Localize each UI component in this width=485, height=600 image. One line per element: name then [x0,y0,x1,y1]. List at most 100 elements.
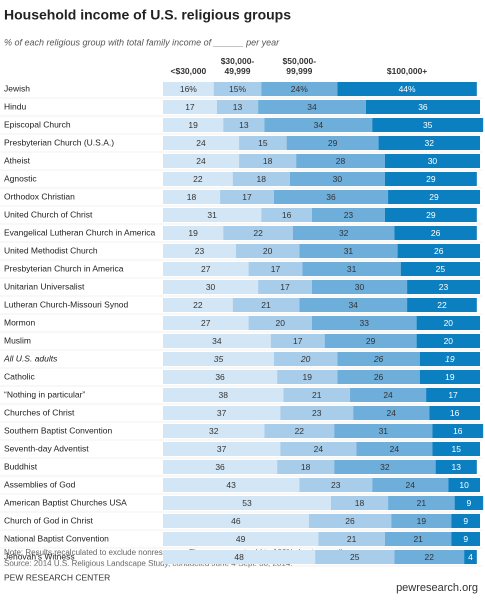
value-label: 28 [336,156,346,166]
bar-segment [391,514,452,528]
bar-segment [163,190,221,204]
bar-segment [356,442,433,456]
value-label: 49 [236,534,246,544]
bar-segment [365,100,480,114]
value-label: 19 [445,354,455,364]
bar-segment [163,226,224,240]
value-label: 16 [450,408,460,418]
value-label: 30 [428,156,438,166]
bar-segment [163,550,316,564]
category-label: Jewish [4,83,30,93]
bar-segment [258,280,312,294]
bar-segment [407,298,477,312]
category-label: Lutheran Church-Missouri Synod [4,299,129,309]
bar-segment [163,514,309,528]
value-label: 36 [418,102,428,112]
value-label: 30 [355,282,365,292]
bar-segment [302,262,401,276]
bar-segment [273,190,389,204]
bar-segment [448,478,480,492]
category-label: United Church of Christ [4,209,93,219]
credit: PEW RESEARCH CENTER [4,572,110,582]
bar-segment [350,388,427,402]
bar-segment [163,532,319,546]
category-label: Seventh-day Adventist [4,443,89,453]
category-label: Church of God in Christ [4,515,93,525]
value-label: 30 [333,174,343,184]
bar-segment [239,136,287,150]
bar-segment [220,190,274,204]
value-label: 23 [195,246,205,256]
value-label: 37 [217,444,227,454]
chart-subtitle: % of each religious group with total fam… [4,37,280,47]
bar-segment [308,514,392,528]
bar-segment [454,496,484,510]
bar-segment [163,478,300,492]
legend-header: $100,000+ [386,66,428,76]
value-label: 48 [234,552,244,562]
value-label: 24 [196,156,206,166]
bar-segment [213,82,262,96]
value-label: 20 [263,246,273,256]
category-label: Hindu [4,101,26,111]
value-label: 19 [188,120,198,130]
category-label: Mormon [4,317,35,327]
bar-segment [163,388,284,402]
bar-segment [311,208,385,222]
bar-segment [280,406,354,420]
value-label: 36 [215,372,225,382]
value-label: 4 [468,552,473,562]
bar-segment [311,280,408,294]
value-label: 22 [437,300,447,310]
bar-segment [464,550,477,564]
bar-segment [337,82,477,96]
value-label: 26 [374,372,384,382]
bar-segment [388,190,480,204]
bar-segment [334,460,436,474]
bar-segment [394,226,477,240]
bar-segment [400,262,480,276]
value-label: 18 [257,174,267,184]
bar-segment [163,136,240,150]
bar-segment [264,118,373,132]
bar-segment [384,532,452,546]
value-label: 34 [212,336,222,346]
value-label: 26 [431,228,441,238]
bar-segment [163,208,262,222]
bar-segment [163,352,274,366]
legend-header: <$30,000 [170,66,207,76]
value-label: 17 [185,102,195,112]
value-label: 19 [188,228,198,238]
value-label: 26 [434,246,444,256]
bar-segment [270,334,325,348]
category-label: Catholic [4,371,35,381]
value-label: 30 [206,282,216,292]
value-label: 22 [295,426,305,436]
value-label: 15% [229,84,246,94]
bar-segment [216,100,259,114]
category-label: Jehovah's Witness [4,551,75,561]
category-label: Presbyterian Church (U.S.A.) [4,137,114,147]
bar-segment [264,424,335,438]
bar-segment [432,442,480,456]
value-label: 31 [207,210,217,220]
value-label: 32 [339,228,349,238]
bar-segment [394,550,465,564]
value-label: 19 [445,372,455,382]
value-label: 25 [436,264,446,274]
category-label: Evangelical Lutheran Church in America [4,227,155,237]
value-label: 32 [380,462,390,472]
category-label: Agnostic [4,173,37,183]
value-label: 15 [258,138,268,148]
value-label: 36 [215,462,225,472]
value-label: 18 [301,462,311,472]
bar-segment [353,406,430,420]
bar-segment [248,316,312,330]
bar-segment [163,334,271,348]
bar-segment [261,208,312,222]
bar-segment [311,316,417,330]
value-label: 24 [196,138,206,148]
value-label: 20 [300,354,311,364]
category-label: Presbyterian Church in America [4,263,124,273]
